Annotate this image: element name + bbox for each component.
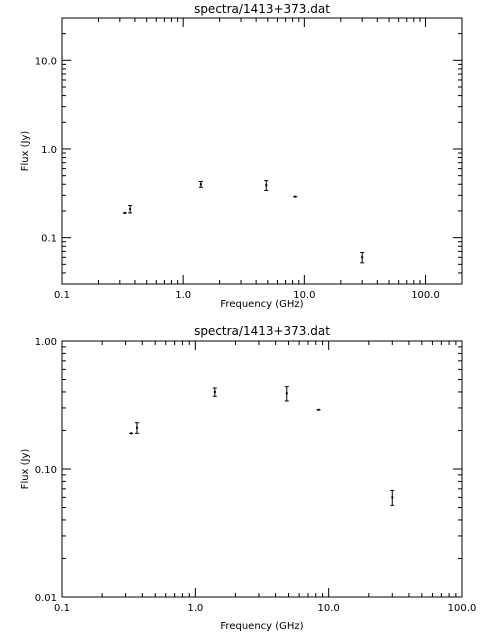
x-tick-label: 0.1 [54, 603, 70, 614]
y-axis-label: Flux (Jy) [20, 449, 31, 490]
plot-frame [61, 340, 463, 598]
data-point [316, 408, 321, 411]
chart-title: spectra/1413+373.dat [194, 2, 330, 16]
chart-panel-1: spectra/1413+373.dat Frequency (GHz) Flu… [20, 2, 463, 310]
plot-frame [61, 17, 463, 285]
chart-title: spectra/1413+373.dat [194, 324, 330, 338]
x-tick-label: 0.1 [54, 290, 70, 301]
y-tick-label: 10.0 [35, 56, 57, 67]
data-point [129, 432, 134, 435]
data-point [293, 195, 298, 198]
x-axis-label: Frequency (GHz) [220, 299, 303, 310]
axis-ticks [61, 17, 463, 285]
x-tick-label: 1.0 [187, 603, 203, 614]
data-point [134, 422, 139, 434]
axis-ticks [61, 340, 463, 598]
x-tick-label: 100.0 [411, 290, 440, 301]
data-point [128, 205, 133, 214]
data-point [264, 180, 269, 192]
y-tick-label: 1.00 [35, 337, 57, 348]
x-tick-label: 100.0 [448, 603, 477, 614]
data-point [360, 251, 365, 264]
y-axis-label: Flux (Jy) [20, 131, 31, 172]
y-tick-label: 1.0 [41, 145, 57, 156]
data-point [284, 386, 289, 402]
y-tick-label: 0.1 [41, 234, 57, 245]
data-point [390, 489, 395, 506]
x-axis-label: Frequency (GHz) [220, 621, 303, 632]
data-point [198, 180, 203, 188]
x-tick-label: 1.0 [175, 290, 191, 301]
x-tick-label: 10.0 [318, 603, 340, 614]
y-tick-label: 0.01 [35, 593, 57, 604]
data-point [122, 211, 127, 214]
y-tick-label: 0.10 [35, 465, 57, 476]
data-point [212, 387, 217, 397]
chart-panel-2: spectra/1413+373.dat Frequency (GHz) Flu… [20, 324, 476, 632]
x-tick-label: 10.0 [293, 290, 315, 301]
